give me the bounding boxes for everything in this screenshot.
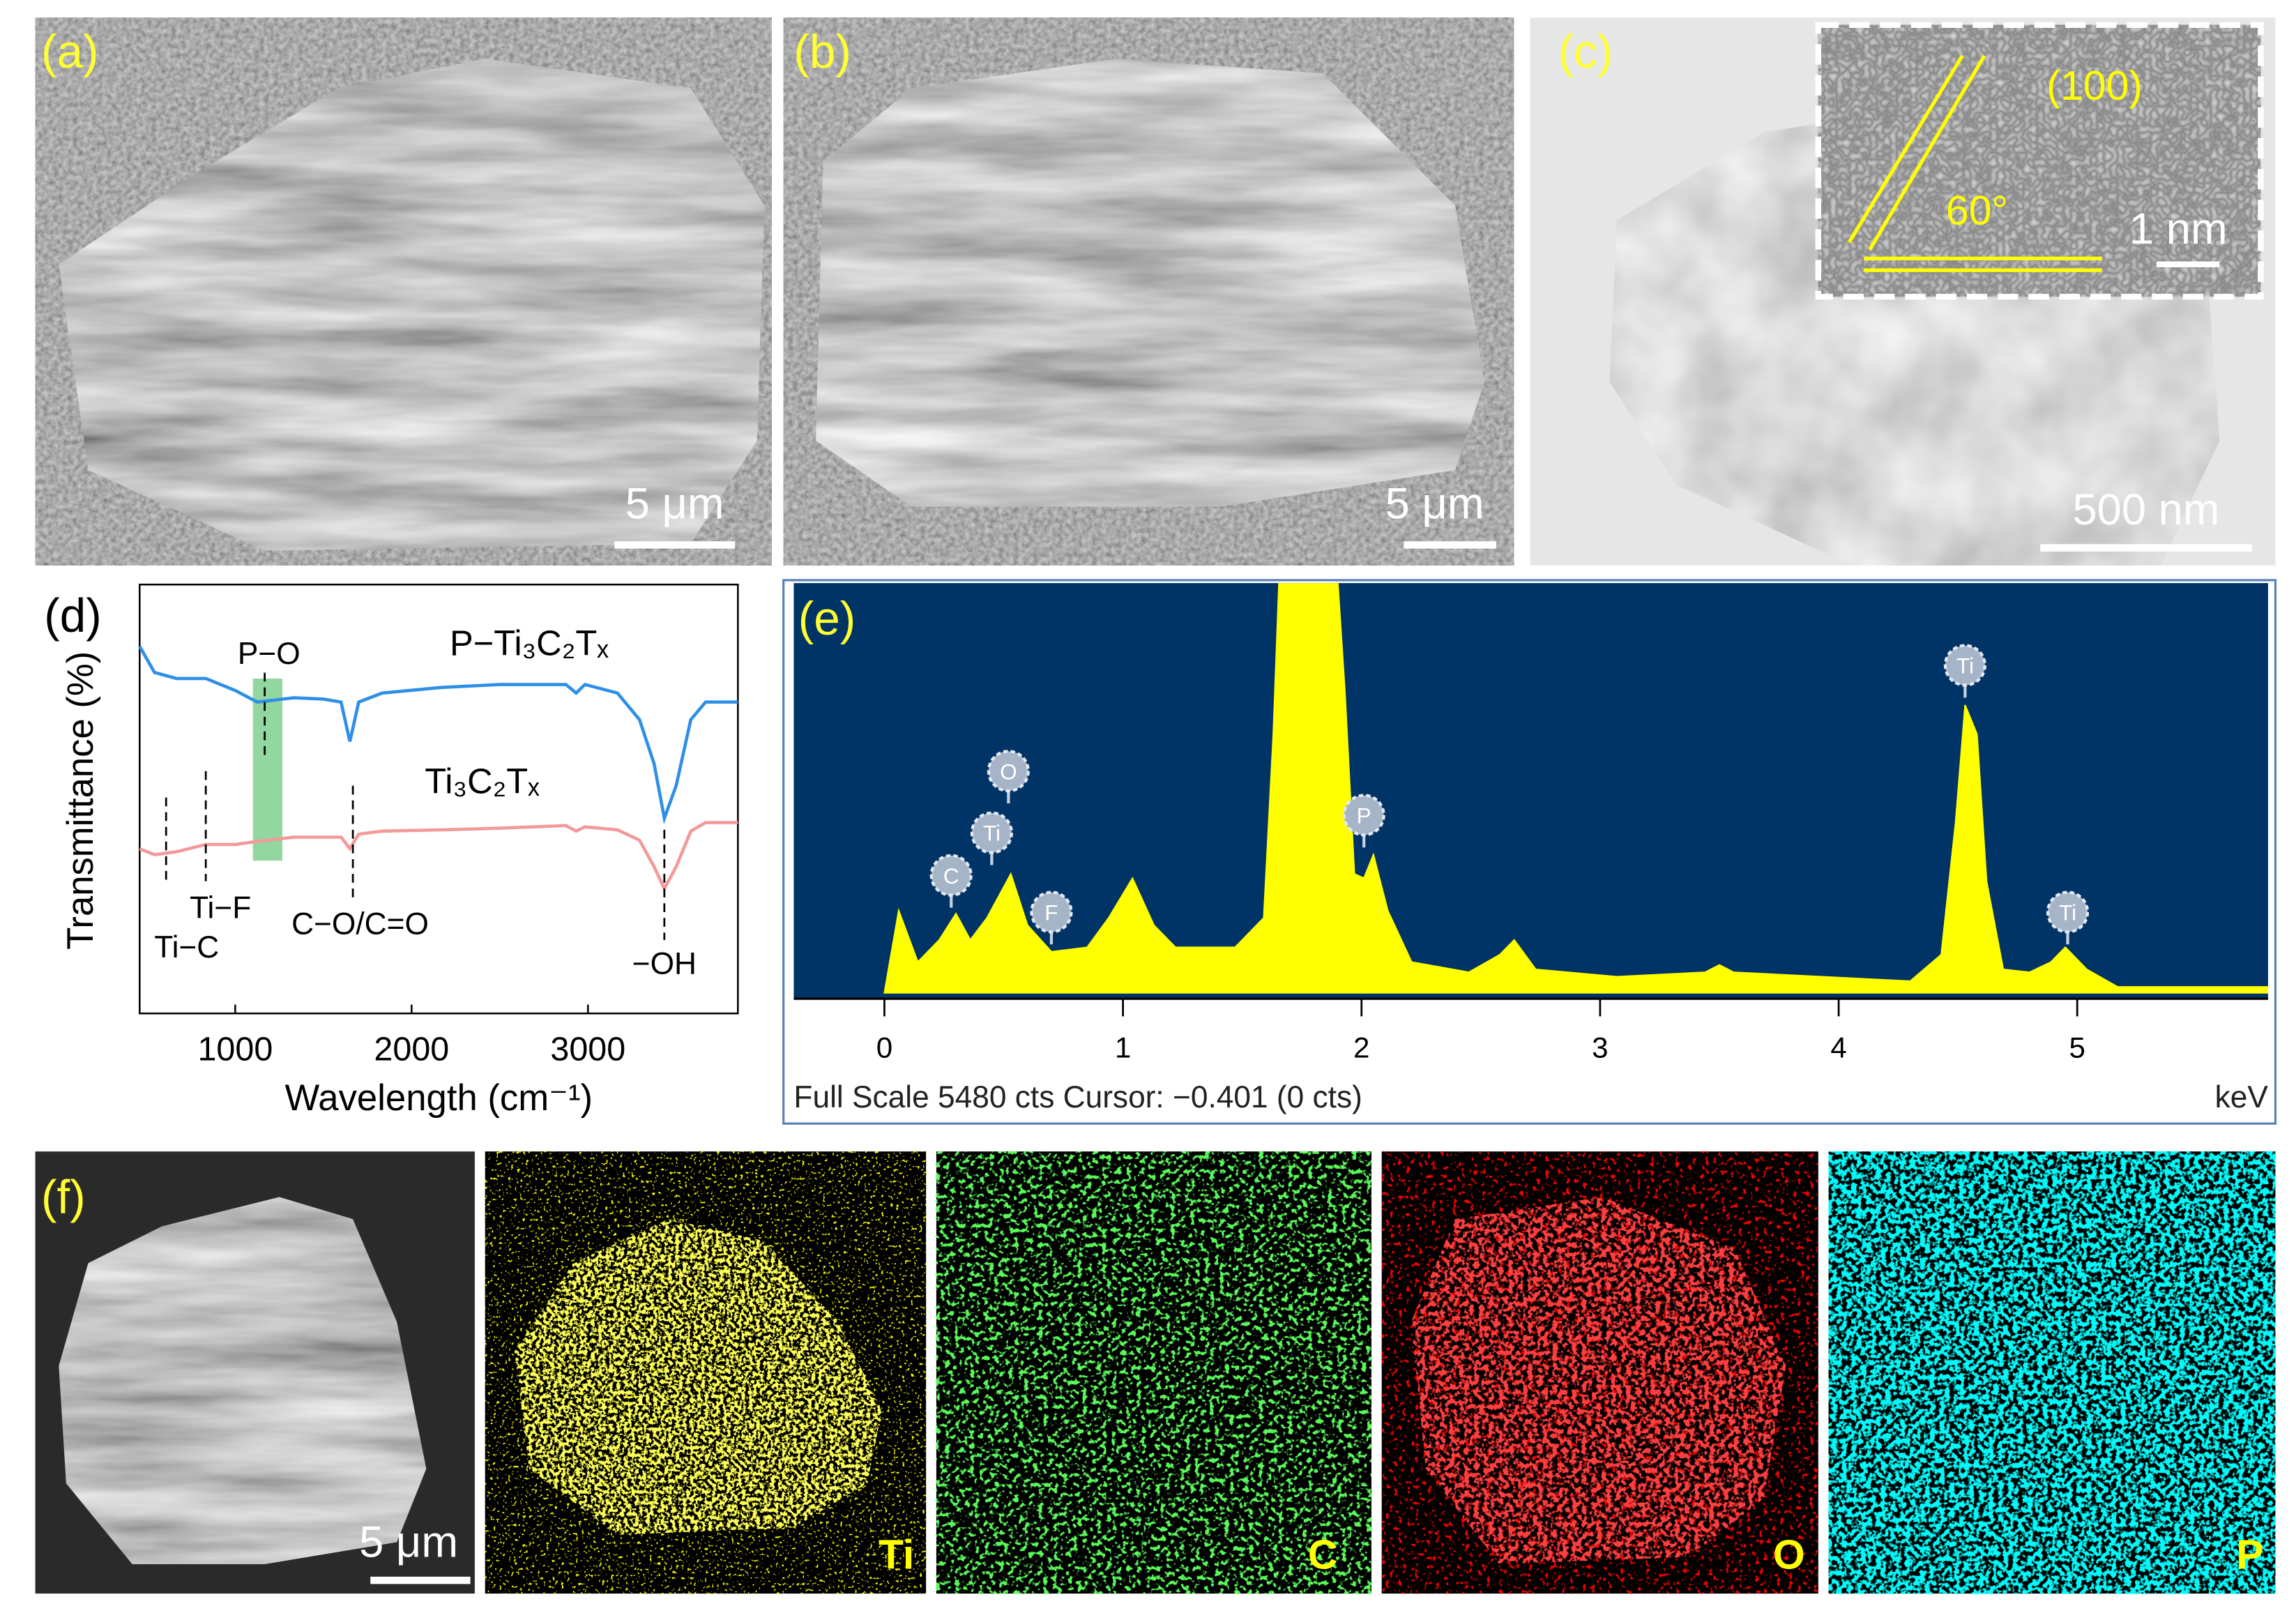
x-axis-label: keV — [2215, 1080, 2269, 1114]
element-label: P — [1357, 803, 1371, 828]
annotation-label: Ti−F — [190, 891, 251, 925]
plot-background — [793, 583, 2268, 999]
element-badge — [970, 811, 1013, 854]
scale-bar-label: 5 μm — [625, 479, 724, 528]
element-label: Ti — [983, 821, 1001, 846]
annotation-label: Ti−C — [154, 930, 219, 964]
map-texture — [1828, 1151, 2276, 1594]
map-label: O — [1773, 1531, 1805, 1577]
map-texture — [936, 1151, 1371, 1594]
annotation-label: P−O — [238, 637, 301, 671]
highlight-band — [252, 679, 282, 861]
map-label: P — [2236, 1531, 2263, 1577]
ftir-chart: 1000 2000 3000 P−Ti₃C₂Tₓ Ti₃C₂Tₓ Ti−C Ti−F P−O C… — [44, 583, 739, 1119]
element-label: O — [1000, 759, 1017, 784]
scale-bar-label: 5 μm — [359, 1517, 458, 1566]
eds-chart: 0 1 2 3 4 5 C Ti O F P Ti Ti Full Scale 5480 cts Curs… — [782, 579, 2277, 1125]
panel-label: (d) — [44, 590, 101, 642]
x-tick-label: 5 — [2069, 1031, 2085, 1063]
element-label: C — [943, 863, 959, 888]
element-badge — [929, 854, 973, 897]
panel-label: (c) — [1558, 26, 1613, 78]
element-label: Ti — [2059, 900, 2076, 925]
footer: Full Scale 5480 cts Cursor: −0.401 (0 ct… — [793, 1080, 1362, 1114]
inset-border — [1815, 22, 2264, 300]
series-line — [138, 645, 738, 825]
scale-bar-label: 500 nm — [2073, 485, 2220, 534]
map-label: C — [1308, 1531, 1338, 1577]
x-tick-label: 3000 — [550, 1031, 625, 1068]
angle-label: 60° — [1946, 188, 2008, 234]
series-label: Ti₃C₂Tₓ — [425, 761, 540, 801]
panel-label: (b) — [793, 26, 851, 78]
annotation-label: C−O/C=O — [291, 907, 429, 941]
panel-b: (b) 5 μm — [783, 17, 1514, 566]
micrograph-flake — [816, 59, 1485, 507]
scale-bar-label: 5 μm — [1385, 479, 1484, 528]
element-badge — [2046, 891, 2090, 934]
panel-c: (c) (100) 60° 1 nm 500 nm — [1530, 17, 2276, 566]
y-axis-label: Transmittance (%) — [60, 651, 101, 950]
plane-label: (100) — [2046, 63, 2143, 109]
x-tick-label: 1 — [1115, 1031, 1131, 1063]
x-tick-label: 1000 — [197, 1031, 273, 1068]
panel-f: (f) 5 μm Ti C O P — [35, 1151, 2276, 1594]
scale-bar-label: 1 nm — [2129, 205, 2228, 254]
map-label: Ti — [879, 1531, 914, 1577]
element-badge — [1030, 891, 1073, 934]
lattice-line — [1868, 54, 1986, 251]
x-tick-label: 0 — [876, 1031, 892, 1063]
x-axis-label: Wavelength (cm⁻¹) — [285, 1077, 593, 1119]
spectrum-area — [883, 583, 2268, 994]
series-label: P−Ti₃C₂Tₓ — [450, 623, 609, 663]
panel-a: (a) 5 μm — [35, 17, 772, 566]
map-texture — [1411, 1197, 1786, 1564]
inset-image — [1818, 24, 2261, 297]
element-badge — [1342, 794, 1385, 837]
panel-label: (f) — [41, 1172, 86, 1224]
x-tick-label: 2 — [1353, 1031, 1369, 1063]
panel-label: (a) — [41, 26, 98, 78]
panel-label: (e) — [798, 593, 856, 645]
x-tick-label: 4 — [1830, 1031, 1846, 1063]
element-badge — [987, 750, 1030, 793]
element-label: F — [1044, 900, 1058, 925]
lattice-line — [1847, 54, 1964, 243]
element-badge — [1943, 644, 1986, 687]
micrograph-flake — [59, 1197, 427, 1564]
x-tick-label: 2000 — [374, 1031, 449, 1068]
annotation-label: −OH — [632, 946, 697, 981]
element-label: Ti — [1956, 653, 1974, 679]
plot-frame — [139, 583, 739, 1015]
series-line — [139, 821, 738, 893]
x-tick-label: 3 — [1592, 1031, 1608, 1063]
